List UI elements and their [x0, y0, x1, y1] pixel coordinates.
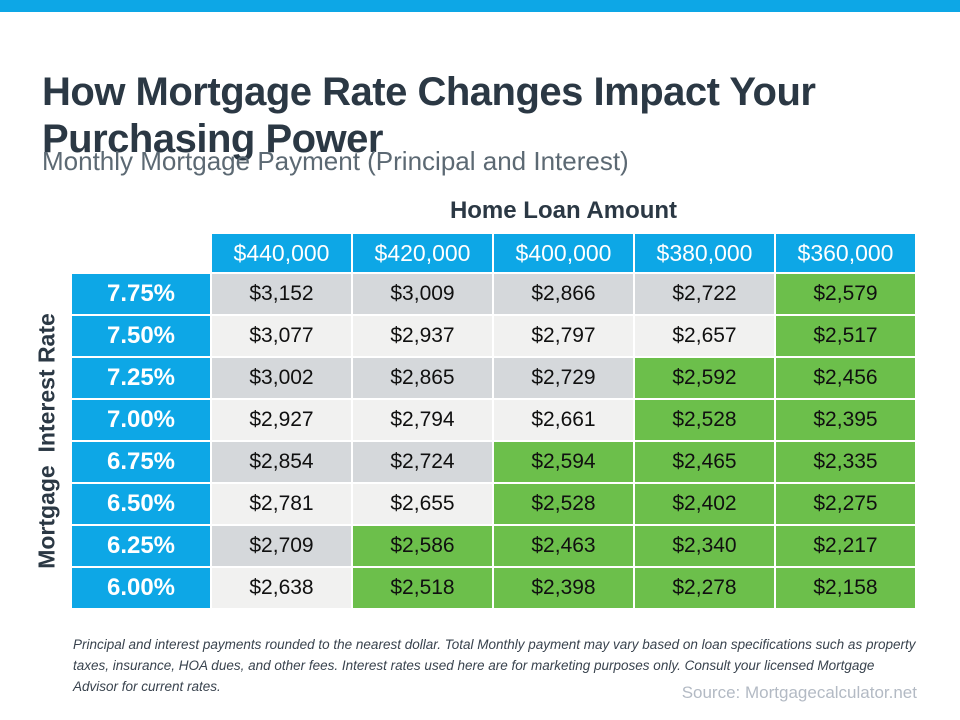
payment-cell-highlighted: $2,528 — [635, 400, 774, 440]
payment-cell-highlighted: $2,586 — [353, 526, 492, 566]
payment-cell: $2,709 — [212, 526, 351, 566]
payment-cell-highlighted: $2,456 — [776, 358, 915, 398]
top-accent-bar — [0, 0, 960, 12]
rate-header: 7.50% — [72, 316, 210, 356]
payment-table: $440,000 $420,000 $400,000 $380,000 $360… — [72, 234, 915, 608]
loan-amount-header: $420,000 — [353, 234, 492, 272]
payment-cell: $2,722 — [635, 274, 774, 314]
payment-cell: $2,729 — [494, 358, 633, 398]
payment-cell-highlighted: $2,158 — [776, 568, 915, 608]
payment-cell-highlighted: $2,278 — [635, 568, 774, 608]
row-group-label: Mortgage Interest Rate — [33, 313, 60, 569]
payment-cell: $3,002 — [212, 358, 351, 398]
payment-cell: $2,724 — [353, 442, 492, 482]
rate-header: 7.25% — [72, 358, 210, 398]
payment-cell: $2,781 — [212, 484, 351, 524]
payment-cell-highlighted: $2,395 — [776, 400, 915, 440]
payment-cell: $2,797 — [494, 316, 633, 356]
payment-cell-highlighted: $2,335 — [776, 442, 915, 482]
rate-header: 6.75% — [72, 442, 210, 482]
payment-cell: $2,638 — [212, 568, 351, 608]
table-corner — [72, 234, 210, 272]
rate-header: 6.25% — [72, 526, 210, 566]
payment-cell-highlighted: $2,579 — [776, 274, 915, 314]
payment-cell-highlighted: $2,463 — [494, 526, 633, 566]
rate-header: 6.00% — [72, 568, 210, 608]
payment-cell: $3,009 — [353, 274, 492, 314]
payment-cell-highlighted: $2,340 — [635, 526, 774, 566]
payment-cell-highlighted: $2,594 — [494, 442, 633, 482]
disclaimer-footnote: Principal and interest payments rounded … — [73, 637, 916, 694]
payment-cell: $2,927 — [212, 400, 351, 440]
loan-amount-header: $380,000 — [635, 234, 774, 272]
payment-cell: $2,657 — [635, 316, 774, 356]
payment-cell-highlighted: $2,517 — [776, 316, 915, 356]
payment-cell-highlighted: $2,217 — [776, 526, 915, 566]
payment-cell: $3,152 — [212, 274, 351, 314]
page-subtitle: Monthly Mortgage Payment (Principal and … — [42, 146, 629, 176]
payment-cell: $2,854 — [212, 442, 351, 482]
payment-cell-highlighted: $2,465 — [635, 442, 774, 482]
payment-cell-highlighted: $2,518 — [353, 568, 492, 608]
source-attribution: Source: Mortgagecalculator.net — [681, 683, 917, 702]
payment-cell: $2,655 — [353, 484, 492, 524]
rate-header: 6.50% — [72, 484, 210, 524]
payment-cell: $2,937 — [353, 316, 492, 356]
payment-cell: $2,794 — [353, 400, 492, 440]
page-title: How Mortgage Rate Changes Impact Your Pu… — [42, 69, 816, 161]
loan-amount-header: $400,000 — [494, 234, 633, 272]
payment-cell: $2,865 — [353, 358, 492, 398]
rate-header: 7.00% — [72, 400, 210, 440]
payment-cell-highlighted: $2,528 — [494, 484, 633, 524]
payment-cell: $2,661 — [494, 400, 633, 440]
payment-cell: $2,866 — [494, 274, 633, 314]
loan-amount-header: $440,000 — [212, 234, 351, 272]
payment-cell-highlighted: $2,275 — [776, 484, 915, 524]
payment-cell-highlighted: $2,398 — [494, 568, 633, 608]
column-group-label: Home Loan Amount — [449, 197, 678, 224]
loan-amount-header: $360,000 — [776, 234, 915, 272]
payment-cell-highlighted: $2,592 — [635, 358, 774, 398]
payment-cell: $3,077 — [212, 316, 351, 356]
payment-cell-highlighted: $2,402 — [635, 484, 774, 524]
rate-header: 7.75% — [72, 274, 210, 314]
